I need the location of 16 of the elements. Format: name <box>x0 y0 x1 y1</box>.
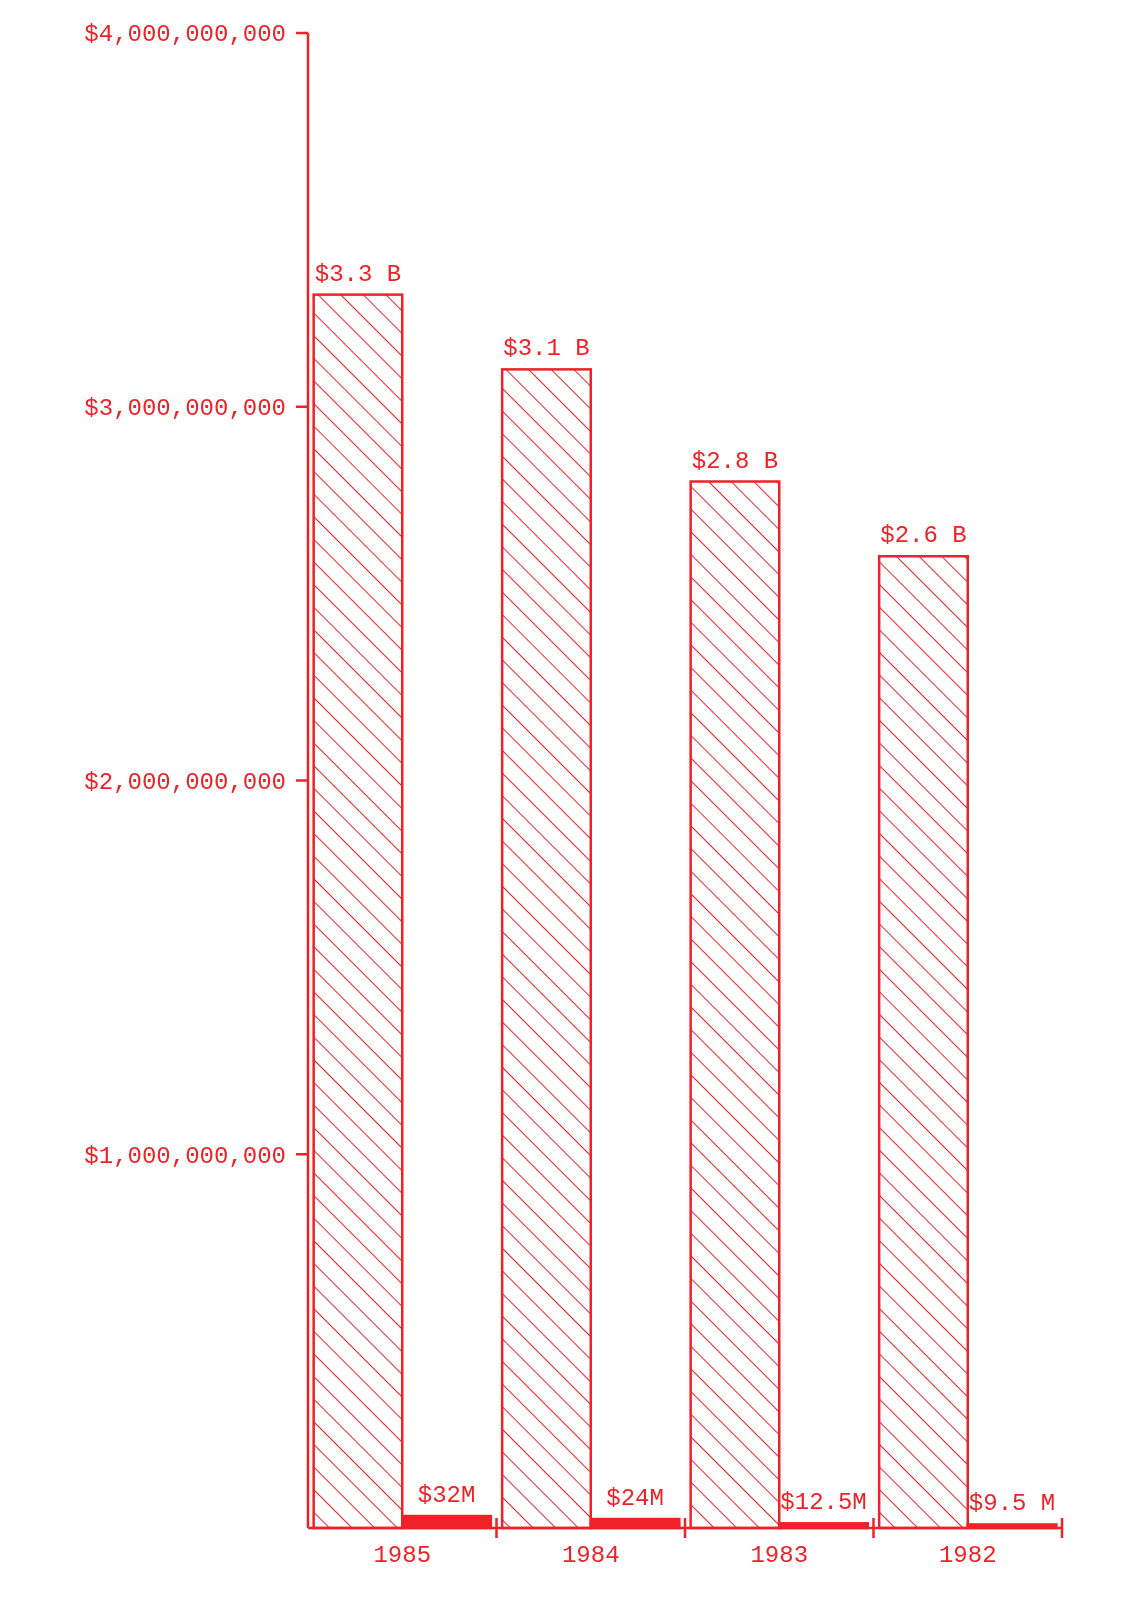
x-tick-label: 1982 <box>938 1542 997 1569</box>
data-label: $12.5M <box>780 1489 867 1517</box>
data-label: $9.5 M <box>968 1490 1056 1518</box>
x-tick-label: 1985 <box>373 1542 432 1569</box>
data-label: $3.1 B <box>503 335 590 363</box>
y-tick-label: $2,000,000,000 <box>84 768 286 796</box>
data-label: $32M <box>417 1482 476 1510</box>
data-label: $3.3 B <box>314 260 402 288</box>
y-tick-label: $1,000,000,000 <box>84 1142 286 1170</box>
y-tick-label: $3,000,000,000 <box>84 395 286 423</box>
x-tick-label: 1984 <box>561 1542 620 1569</box>
data-label: $24M <box>606 1485 664 1513</box>
y-tick-label: $4,000,000,000 <box>84 21 286 49</box>
data-label: $2.6 B <box>880 522 967 550</box>
x-tick-label: 1983 <box>750 1542 809 1569</box>
data-label: $2.8 B <box>691 447 779 475</box>
